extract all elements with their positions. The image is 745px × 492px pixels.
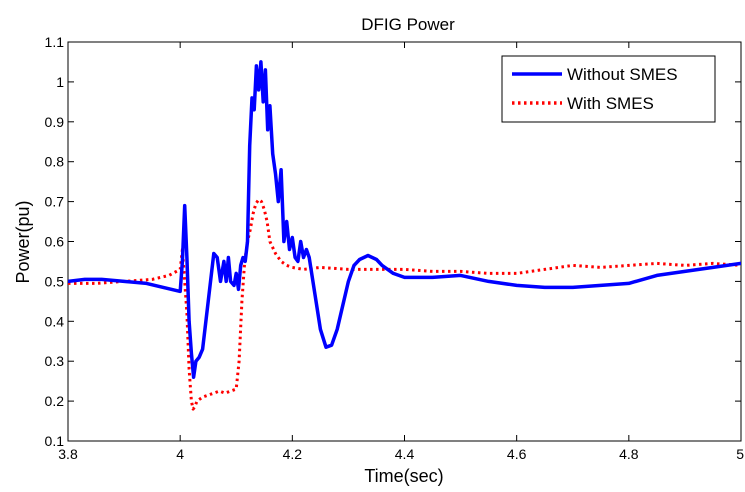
y-tick-label: 0.8 xyxy=(45,154,65,170)
x-tick-label: 3.8 xyxy=(58,446,78,462)
x-tick-label: 4.8 xyxy=(619,446,639,462)
legend-label-without-smes: Without SMES xyxy=(567,65,678,84)
x-tick-label: 4.4 xyxy=(395,446,415,462)
y-tick-label: 0.4 xyxy=(45,313,65,329)
legend-label-with-smes: With SMES xyxy=(567,94,654,113)
x-tick-label: 5 xyxy=(736,446,744,462)
series-layer xyxy=(68,60,741,411)
y-tick-label: 1.1 xyxy=(45,34,65,50)
x-tick-label: 4.6 xyxy=(507,446,527,462)
x-axis-label: Time(sec) xyxy=(364,466,443,486)
y-tick-label: 0.7 xyxy=(45,194,65,210)
chart-title: DFIG Power xyxy=(361,15,455,34)
y-tick-label: 0.3 xyxy=(45,353,65,369)
y-axis-label: Power(pu) xyxy=(13,200,33,283)
x-axis: 3.8 4 4.2 4.4 4.6 4.8 5 xyxy=(58,42,744,462)
y-tick-label: 0.5 xyxy=(45,273,65,289)
y-tick-label: 0.2 xyxy=(45,393,65,409)
series-line-without-smes xyxy=(68,60,741,379)
legend-box xyxy=(501,55,716,123)
y-tick-label: 0.6 xyxy=(45,234,65,250)
y-tick-label: 0.1 xyxy=(45,433,65,449)
legend: Without SMES With SMES xyxy=(501,55,716,123)
x-tick-label: 4.2 xyxy=(283,446,303,462)
y-tick-label: 0.9 xyxy=(45,114,65,130)
x-tick-label: 4 xyxy=(176,446,184,462)
y-tick-label: 1 xyxy=(56,74,64,90)
